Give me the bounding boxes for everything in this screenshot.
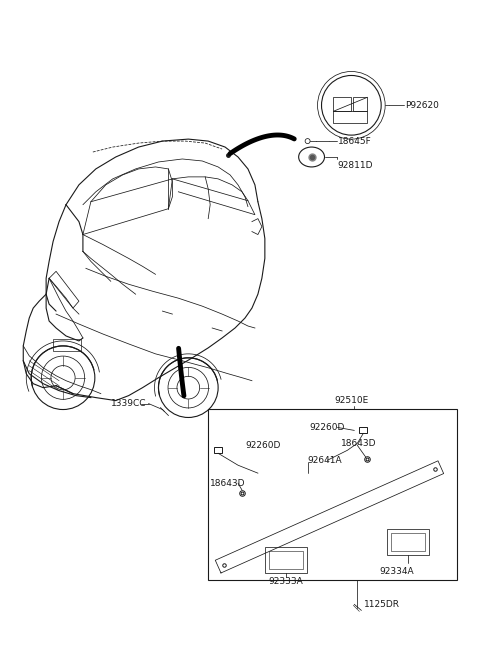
Bar (334, 97, 351, 112)
Text: 92333A: 92333A (268, 577, 303, 586)
Text: 18643D: 18643D (341, 439, 377, 448)
Text: 92811D: 92811D (337, 161, 373, 170)
Bar (387, 529, 429, 555)
Bar (214, 447, 222, 453)
Text: P92620: P92620 (405, 101, 439, 110)
Bar (360, 428, 367, 434)
Bar (208, 409, 457, 579)
Bar (265, 546, 307, 573)
Text: 92641A: 92641A (308, 456, 342, 464)
Text: 92260D: 92260D (245, 441, 280, 450)
Bar (53, 339, 81, 351)
Bar (391, 533, 425, 550)
Text: 92510E: 92510E (335, 396, 369, 405)
Polygon shape (216, 461, 444, 573)
Text: 92334A: 92334A (380, 567, 414, 575)
Text: 18645F: 18645F (338, 136, 372, 146)
Text: 18643D: 18643D (210, 479, 246, 487)
Circle shape (158, 358, 218, 417)
Text: 92260D: 92260D (310, 423, 345, 432)
Ellipse shape (299, 147, 324, 167)
Text: 1125DR: 1125DR (364, 600, 400, 609)
Text: 1339CC: 1339CC (111, 399, 146, 408)
Circle shape (31, 346, 95, 409)
Bar (334, 112, 367, 123)
Bar (269, 550, 302, 569)
Bar (353, 97, 367, 112)
